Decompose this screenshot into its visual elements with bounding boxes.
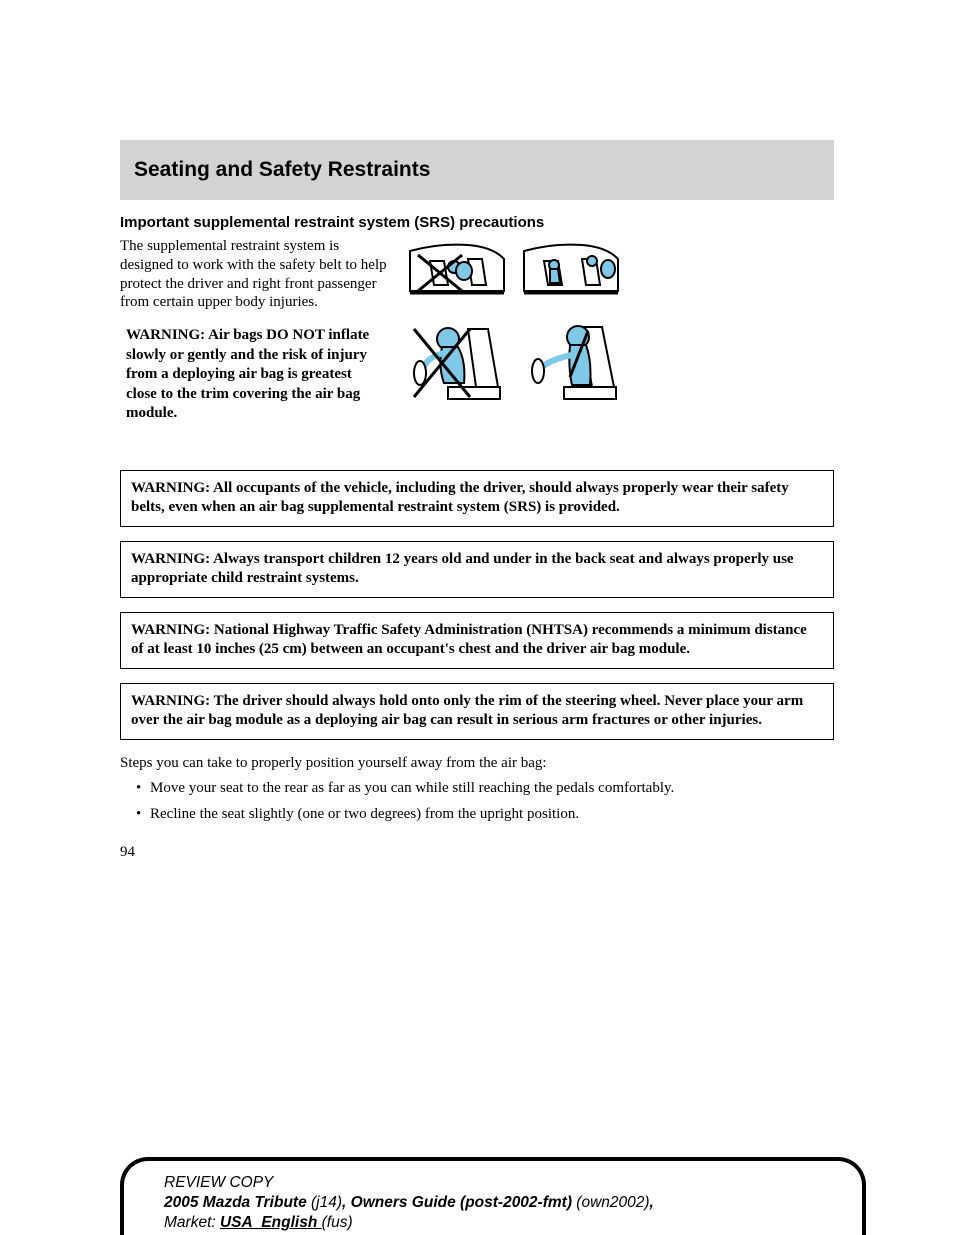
steps-intro: Steps you can take to properly position … xyxy=(120,754,834,774)
list-item: Move your seat to the rear as far as you… xyxy=(136,779,834,799)
intro-text-column: The supplemental restraint system is des… xyxy=(120,237,390,428)
car-rear-seat-correct-icon xyxy=(522,241,620,303)
warning-3: WARNING: Always transport children 12 ye… xyxy=(120,541,834,598)
market-label: Market: xyxy=(164,1214,220,1231)
section-header: Seating and Safety Restraints xyxy=(120,140,834,200)
footer-band: REVIEW COPY 2005 Mazda Tribute (j14), Ow… xyxy=(120,1157,866,1235)
page-number: 94 xyxy=(120,844,834,861)
warning-2: WARNING: All occupants of the vehicle, i… xyxy=(120,470,834,527)
section-title: Seating and Safety Restraints xyxy=(134,158,820,182)
intro-row: The supplemental restraint system is des… xyxy=(120,237,834,428)
illustration-row-1 xyxy=(408,241,834,303)
vehicle-name: 2005 Mazda Tribute xyxy=(164,1194,311,1211)
subheading: Important supplemental restraint system … xyxy=(120,214,834,231)
illustration-area xyxy=(408,237,834,428)
warning-5: WARNING: The driver should always hold o… xyxy=(120,683,834,740)
warning-4: WARNING: National Highway Traffic Safety… xyxy=(120,612,834,669)
seated-correct-icon xyxy=(522,317,620,405)
illustration-row-2 xyxy=(408,317,834,405)
footer-line-3: Market: USA_English (fus) xyxy=(164,1213,822,1233)
car-rear-seat-wrong-icon xyxy=(408,241,506,303)
warning-1: WARNING: Air bags DO NOT inflate slowly … xyxy=(120,322,390,428)
footer-line-1: REVIEW COPY xyxy=(164,1173,822,1193)
comma: , xyxy=(650,1194,654,1211)
review-copy-label: REVIEW COPY xyxy=(164,1174,273,1191)
steps-list: Move your seat to the rear as far as you… xyxy=(120,779,834,824)
vehicle-code: (j14) xyxy=(311,1194,342,1211)
list-item: Recline the seat slightly (one or two de… xyxy=(136,805,834,825)
guide-name: , Owners Guide (post-2002-fmt) xyxy=(342,1194,576,1211)
intro-paragraph: The supplemental restraint system is des… xyxy=(120,237,390,312)
guide-code: (own2002) xyxy=(576,1194,649,1211)
page-content: Seating and Safety Restraints Important … xyxy=(0,0,954,861)
spacer xyxy=(120,444,834,470)
market-value: USA_English xyxy=(220,1214,322,1231)
seated-wrong-icon xyxy=(408,317,506,405)
market-code: (fus) xyxy=(322,1214,353,1231)
footer-line-2: 2005 Mazda Tribute (j14), Owners Guide (… xyxy=(164,1193,822,1213)
